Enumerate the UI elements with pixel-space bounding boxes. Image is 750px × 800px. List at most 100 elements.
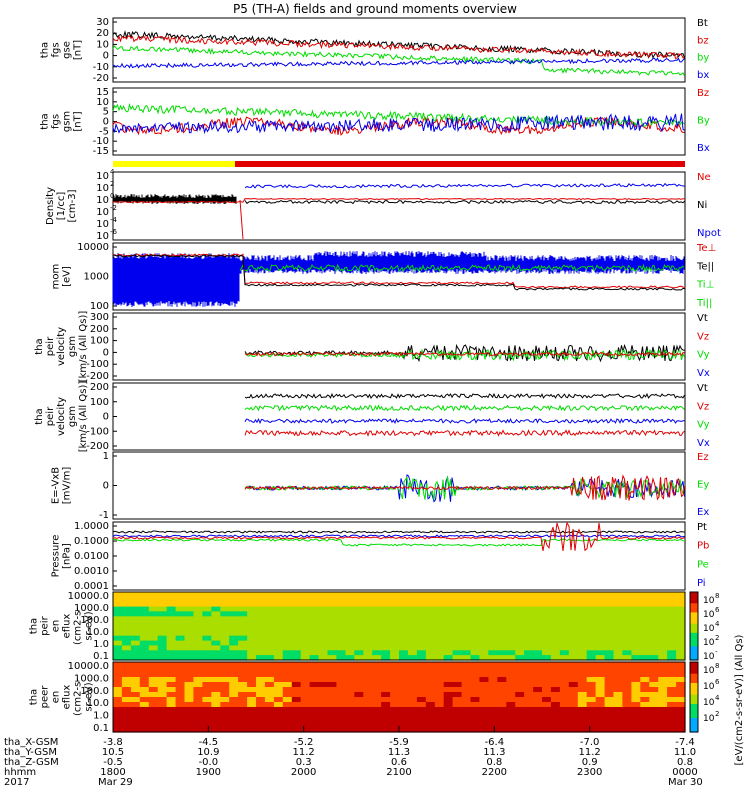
spec-cell [667,640,677,647]
spec-cell [524,596,534,603]
spec-cell [130,727,141,733]
spec-cell [345,727,355,733]
spec-cell [506,640,516,647]
spec-cell [157,677,168,683]
legend-velocity-gsm-2: Vy [697,350,710,361]
spec-cell [470,677,480,683]
spec-cell [524,592,534,598]
spec-cell [184,712,194,718]
footer-value: 0.8 [677,757,693,768]
spec-cell [327,596,337,603]
colorbar-cell [690,669,698,672]
spec-cell [157,655,168,661]
spec-cell [407,630,418,637]
spec-cell [658,702,668,708]
spec-cell [399,722,409,728]
spec-cell [184,640,194,647]
spec-cell [479,655,489,661]
spec-cell [390,635,400,642]
spec-cell [175,722,186,728]
spec-cell [443,672,454,678]
spec-cell [470,626,480,632]
legend-temperature-0: Te⊥ [696,243,716,254]
footer-value: 2300 [576,767,603,778]
spec-cell [291,596,302,603]
cb1-tick-0: 10 [703,596,715,606]
spec-cell [309,697,320,703]
spec-cell [372,667,382,673]
spec-cell [586,682,597,688]
spec-cell [113,621,123,627]
spec-cell [667,606,677,613]
spec-cell [452,717,463,723]
spec-cell [247,702,257,708]
spec-cell [390,667,400,673]
spec-cell [470,606,480,613]
spec-cell [506,702,516,708]
spec-cell [157,697,168,703]
spec-cell [613,601,623,608]
spec-cell [113,650,123,656]
spec-cell [291,712,302,718]
footer-value: -5.9 [389,737,409,748]
ytick-efield-2: -1 [99,510,109,521]
spec-cell [434,682,445,688]
spec-cell [506,626,516,632]
spec-cell [434,727,445,733]
spec-cell [211,712,221,718]
spec-cell [506,611,516,617]
spec-cell [640,727,650,733]
spec-cell [658,727,668,733]
spec-cell [166,697,177,703]
spec-cell [550,687,561,693]
legend-fgs-gsm-1: By [697,116,710,127]
spec-cell [318,601,329,608]
spec-cell [658,650,668,656]
spec-cell [407,722,418,728]
spec-cell [649,630,659,637]
spec-cell [533,601,543,608]
spec-cell [506,672,516,678]
spec-cell [175,616,186,622]
spec-cell [399,606,409,613]
spec-cell [193,672,203,678]
spec-cell [479,722,489,728]
spec-cell [363,611,373,617]
spec-cell [229,596,239,603]
spec-cell [515,640,525,647]
spec-cell [604,712,615,718]
spec-cell [291,650,302,656]
spec-cell [461,616,472,622]
spec-cell [533,667,543,673]
spec-cell [407,692,418,698]
spec-cell [479,630,489,637]
ylabel-efield-0: E=-VxB [51,467,62,504]
spec-cell [613,635,623,642]
footer-label-tha_X-GSM: tha_X-GSM [4,737,59,748]
spec-cell [390,621,400,627]
spec-cell [336,692,346,698]
spec-cell [318,655,329,661]
spec-cell [559,712,570,718]
spec-cell [336,626,346,632]
spec-cell [443,727,454,733]
spec-cell [443,662,454,668]
spec-cell [336,655,346,661]
footer-value: 2100 [386,767,412,778]
spec-cell [613,645,623,651]
spec-cell [318,645,329,651]
ytick-spec-ion-0: 10000.0 [68,591,109,602]
spec-cell [148,717,159,723]
spec-cell [130,717,141,723]
spec-cell [318,697,329,703]
spec-cell [559,650,570,656]
spec-cell [524,707,534,713]
spec-cell [443,682,454,688]
spec-cell [372,640,382,647]
spec-cell [542,630,552,637]
legend-velocity-gsm-3: Vx [697,368,710,379]
spec-cell [488,727,498,733]
spec-cell [479,712,489,718]
spec-cell [524,717,534,723]
spec-cell [363,596,373,603]
